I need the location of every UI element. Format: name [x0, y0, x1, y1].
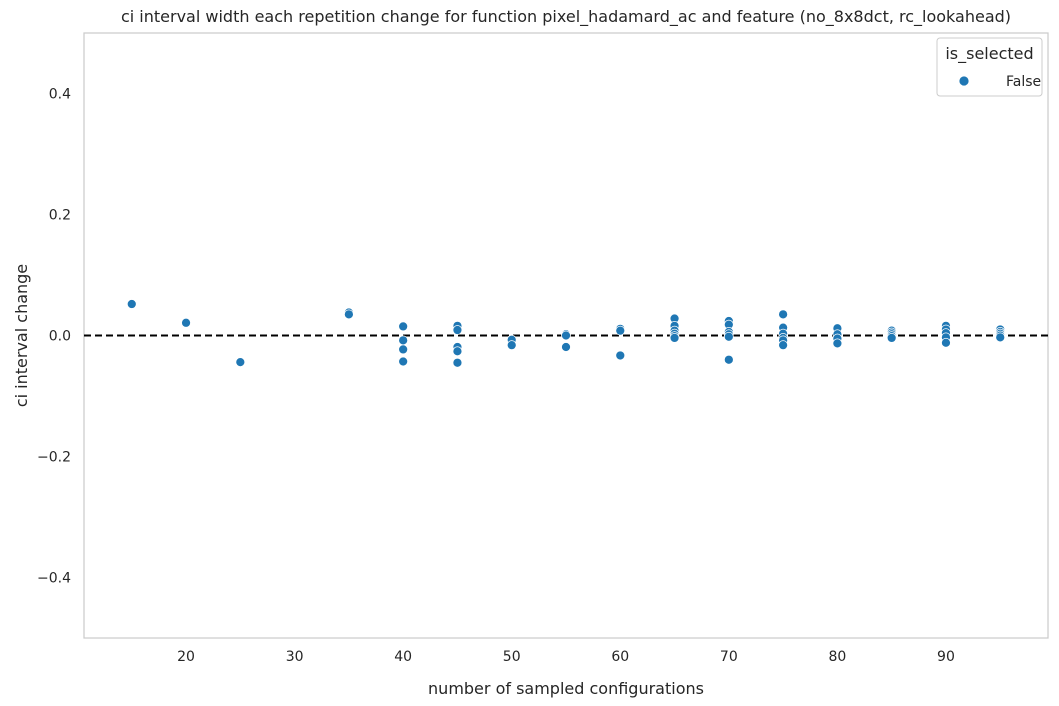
y-axis-label: ci interval change	[12, 264, 31, 407]
legend-marker-false	[958, 75, 970, 87]
data-point	[235, 357, 246, 367]
data-point	[832, 338, 843, 349]
data-point	[398, 344, 409, 355]
x-tick-label: 20	[177, 649, 195, 665]
data-point	[615, 325, 626, 336]
data-point	[126, 299, 137, 309]
data-point	[778, 309, 788, 320]
data-points	[126, 299, 1006, 368]
data-point	[886, 333, 897, 343]
data-point	[452, 325, 463, 335]
chart-title: ci interval width each repetition change…	[121, 7, 1011, 27]
data-point	[561, 342, 571, 352]
data-point	[181, 317, 191, 328]
data-point	[778, 340, 788, 351]
legend: is_selected False	[936, 37, 1043, 97]
data-point	[615, 350, 626, 361]
data-point	[995, 332, 1006, 343]
data-point	[344, 309, 354, 320]
y-tick-label: −0.2	[37, 450, 71, 466]
x-tick-label: 30	[286, 649, 304, 665]
x-axis-ticks: 20 30 40 50 60 70 80 90	[177, 649, 955, 665]
y-axis-ticks: −0.4 −0.2 0.0 0.2 0.4	[37, 87, 71, 587]
data-point	[398, 356, 409, 367]
y-tick-label: 0.0	[49, 329, 71, 345]
data-point	[506, 340, 517, 351]
data-point	[723, 331, 734, 342]
x-tick-label: 90	[937, 649, 955, 665]
data-point	[452, 357, 463, 368]
data-point	[561, 330, 571, 341]
legend-label-false: False	[1006, 74, 1041, 90]
y-tick-label: −0.4	[37, 571, 71, 587]
x-tick-label: 60	[611, 649, 629, 665]
data-point	[398, 321, 409, 332]
data-point	[669, 333, 680, 343]
y-tick-label: 0.4	[49, 87, 71, 103]
x-axis-label: number of sampled configurations	[428, 679, 704, 698]
x-tick-label: 70	[720, 649, 738, 665]
x-tick-label: 80	[828, 649, 846, 665]
legend-title: is_selected	[945, 44, 1033, 64]
data-point	[723, 354, 734, 365]
data-point	[398, 335, 409, 346]
x-tick-label: 40	[394, 649, 412, 665]
data-point	[941, 337, 951, 348]
x-tick-label: 50	[503, 649, 521, 665]
data-point	[452, 346, 463, 357]
y-tick-label: 0.2	[49, 208, 71, 224]
